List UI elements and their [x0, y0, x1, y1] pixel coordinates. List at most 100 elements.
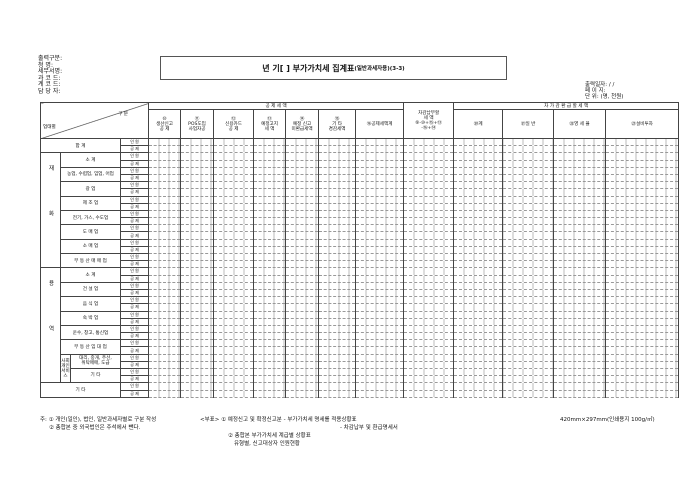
data-cell: [285, 281, 320, 290]
data-cell: [285, 245, 320, 255]
data-cell: [318, 310, 357, 319]
data-cell: [403, 173, 455, 183]
data-cell: [605, 159, 680, 168]
data-cell: [318, 288, 357, 298]
attach-2: - 차감납부 및 환급명세서: [340, 425, 398, 431]
data-cell: [553, 245, 607, 255]
data-cell: [318, 224, 357, 233]
data-cell: [553, 252, 607, 262]
data-cell: [453, 310, 504, 319]
data-cell: [253, 296, 287, 305]
data-cell: [253, 252, 287, 262]
data-cell: [253, 260, 287, 269]
sub-label: 공 제: [119, 288, 150, 298]
data-cell: [502, 353, 555, 362]
data-cell: [502, 188, 555, 197]
data-cell: [253, 224, 287, 233]
data-cell: [318, 202, 357, 211]
data-cell: [253, 310, 287, 319]
data-cell: [453, 137, 504, 147]
deduction-col-header: ⑪ POS도입 사업자공: [180, 109, 215, 139]
data-cell: [502, 267, 555, 276]
sub-label: 공 제: [119, 217, 150, 226]
data-cell: [180, 209, 215, 219]
sub-label: 인 원: [119, 224, 150, 233]
data-cell: [285, 267, 320, 276]
data-cell: [318, 303, 357, 312]
data-cell: [553, 288, 607, 298]
sub-label: 공 제: [119, 173, 150, 183]
data-cell: [355, 303, 405, 312]
data-cell: [148, 181, 182, 190]
data-cell: [213, 303, 255, 312]
gubun-label: 구 분: [118, 111, 129, 117]
deduction-col-header: ⑯공제세액계: [355, 109, 405, 139]
data-cell: [403, 152, 455, 161]
data-cell: [553, 238, 607, 247]
data-cell: [180, 188, 215, 197]
data-cell: [180, 288, 215, 298]
data-cell: [148, 159, 182, 168]
data-cell: [253, 245, 287, 255]
data-cell: [318, 339, 357, 348]
data-cell: [148, 260, 182, 269]
data-cell: [285, 173, 320, 183]
data-cell: [605, 181, 680, 190]
sub-label: 공 제: [119, 274, 150, 283]
data-cell: [553, 166, 607, 175]
data-cell: [213, 274, 255, 283]
data-cell: [180, 238, 215, 247]
data-cell: [502, 159, 555, 168]
data-cell: [355, 317, 405, 326]
data-cell: [553, 209, 607, 219]
data-cell: [453, 252, 504, 262]
data-cell: [148, 339, 182, 348]
data-cell: [213, 353, 255, 362]
data-cell: [553, 202, 607, 211]
row-label: 농업, 수렵업, 임업, 어업: [60, 166, 121, 183]
data-cell: [502, 181, 555, 190]
sub-label: 인 원: [119, 296, 150, 305]
data-cell: [502, 375, 555, 384]
row-label: 제 조 업: [60, 195, 121, 211]
notes-left: 주: ① 개인(일인), 법인, 일반과세자별로 구분 작성 ② 총합본 중 외…: [40, 416, 156, 432]
data-cell: [180, 166, 215, 175]
data-cell: [453, 209, 504, 219]
data-cell: [355, 173, 405, 183]
sub-label: 인 원: [119, 382, 150, 391]
refund-group-header: 차 가 감 환 급 할 세 액: [453, 102, 680, 110]
data-cell: [403, 375, 455, 384]
data-cell: [553, 324, 607, 334]
data-cell: [180, 317, 215, 326]
data-cell: [253, 152, 287, 161]
data-cell: [253, 145, 287, 154]
data-cell: [403, 166, 455, 175]
data-cell: [318, 353, 357, 362]
data-cell: [253, 231, 287, 240]
data-cell: [213, 238, 255, 247]
sub-label: 공 제: [119, 260, 150, 269]
data-cell: [355, 260, 405, 269]
data-cell: [553, 382, 607, 391]
data-cell: [253, 353, 287, 362]
data-cell: [180, 181, 215, 190]
table-row: 공 제: [41, 317, 680, 326]
data-cell: [285, 231, 320, 240]
data-cell: [453, 152, 504, 161]
table-row: 공 제: [41, 274, 680, 283]
data-cell: [285, 346, 320, 355]
data-cell: [553, 137, 607, 147]
data-cell: [318, 145, 357, 154]
data-cell: [502, 324, 555, 334]
data-cell: [453, 224, 504, 233]
sub-label: 공 제: [119, 317, 150, 326]
deduction-col-header: ⑫ 신용카드 공 제: [213, 109, 255, 139]
data-cell: [553, 332, 607, 341]
data-cell: [148, 188, 182, 197]
data-cell: [318, 317, 357, 326]
data-cell: [285, 260, 320, 269]
data-cell: [553, 296, 607, 305]
data-cell: [180, 217, 215, 226]
data-cell: [403, 310, 455, 319]
